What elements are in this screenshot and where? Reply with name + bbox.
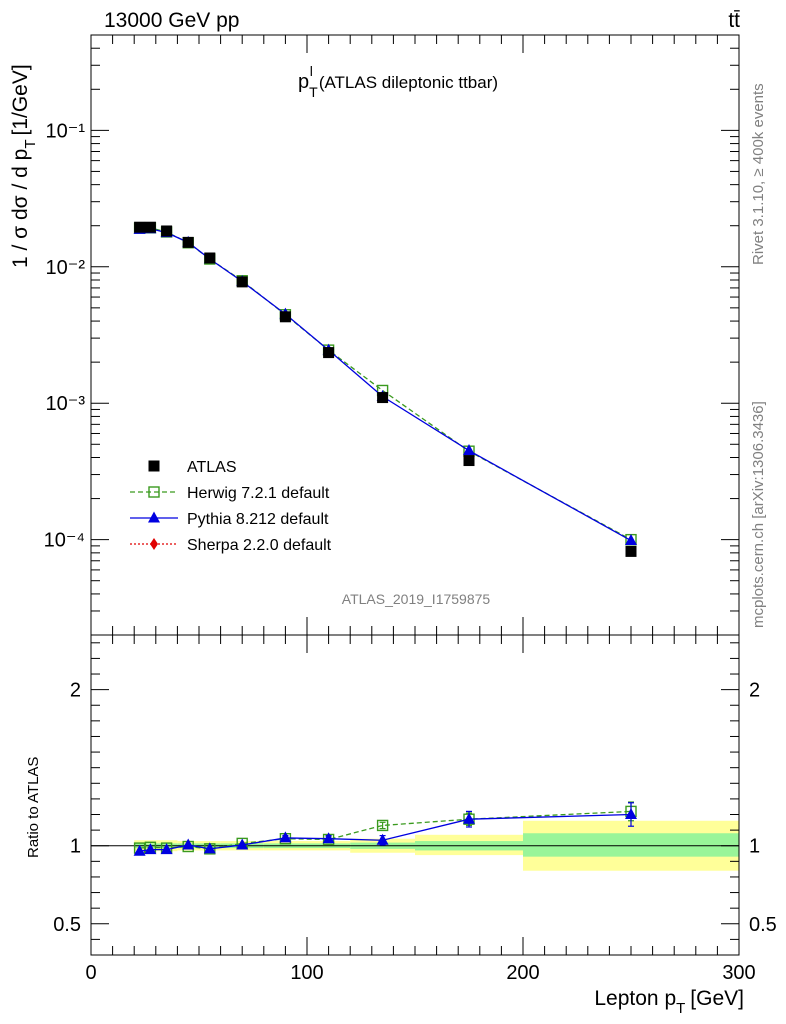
main-data-point-2 [625, 534, 637, 546]
ratio-uncertainty-bands [91, 820, 739, 871]
x-tick-label: 0 [85, 962, 96, 984]
legend-label: ATLAS [187, 459, 237, 476]
legend-label: Sherpa 2.2.0 default [187, 537, 332, 554]
ratio-data-point-1 [625, 808, 637, 820]
main-y-axis-label: 1 / σ dσ / d pT[1/GeV] [9, 64, 39, 268]
main-y-tick-label: 10⁻⁴ [44, 530, 85, 552]
main-data-point-0 [625, 545, 637, 557]
ratio-data-point-1 [182, 838, 195, 850]
main-data-point-0 [279, 311, 291, 323]
ratio-y-axis-label: Ratio to ATLAS [25, 757, 42, 858]
main-data-point-0 [323, 347, 335, 359]
ratio-data-point-0 [376, 819, 389, 832]
main-data-point-0 [377, 392, 389, 404]
legend-marker [148, 486, 160, 498]
ratio-axis-ticks: 0.5 0.5 1 1 2 2 0 100 200 300 [53, 635, 777, 984]
ratio-y-tick-label-right: 2 [749, 680, 760, 702]
legend-label: Herwig 7.2.1 default [187, 485, 330, 502]
plot-title: pTl(ATLAS dileptonic ttbar) [298, 63, 498, 100]
main-y-tick-label: 10⁻³ [46, 393, 86, 415]
ratio-data-point-1 [322, 832, 335, 844]
energy-label: 13000 GeV pp [104, 9, 239, 32]
ratio-y-tick-label-left: 0.5 [53, 914, 81, 936]
main-data-point-0 [236, 276, 248, 288]
x-axis-label: Lepton pT [GeV] [594, 987, 744, 1017]
analysis-id-label: ATLAS_2019_I1759875 [342, 591, 491, 607]
main-y-tick-label: 10⁻¹ [46, 120, 86, 142]
main-data-point-2 [463, 444, 475, 456]
ratio-data-point-1 [376, 833, 389, 845]
x-tick-label: 100 [290, 962, 323, 984]
x-tick-label: 300 [722, 962, 755, 984]
ratio-data-point-1 [133, 844, 146, 856]
ratio-data-point-1 [236, 838, 249, 850]
ratio-y-tick-label-left: 2 [70, 680, 81, 702]
ratio-y-tick-label-right: 1 [749, 836, 760, 858]
legend-marker [148, 460, 160, 472]
main-axis-ticks: 10⁻⁴ 10⁻³ 10⁻² 10⁻¹ [44, 34, 740, 636]
ratio-series-line-0 [139, 810, 632, 850]
main-data-point-0 [144, 221, 156, 233]
main-data-point-0 [161, 225, 173, 237]
main-data-point-0 [204, 252, 216, 264]
ratio-data-point-1 [463, 812, 475, 824]
main-series-line-1 [139, 227, 632, 541]
ratio-data-point-1 [160, 843, 173, 855]
main-data-point-0 [182, 236, 194, 248]
ratio-series-layer [133, 801, 637, 856]
ratio-data-point-1 [279, 831, 292, 843]
main-data-point-0 [463, 455, 475, 467]
main-data-point-0 [134, 221, 146, 233]
legend: ATLAS Herwig 7.2.1 default Pythia 8.212 de… [130, 459, 332, 554]
process-label: tt̄ [728, 9, 740, 32]
ratio-data-point-1 [144, 843, 157, 855]
ratio-y-tick-label-right: 0.5 [749, 914, 777, 936]
legend-marker [150, 538, 158, 550]
main-y-tick-label: 10⁻² [46, 257, 86, 279]
uncertainty-band-inner [523, 833, 739, 857]
ratio-plot-frame [90, 634, 740, 956]
main-series-layer [133, 221, 637, 557]
mcplots-label: mcplots.cern.ch [arXiv:1306.3436] [750, 401, 767, 628]
ratio-data-point-1 [203, 842, 216, 854]
legend-label: Pythia 8.212 default [187, 511, 329, 528]
rivet-version-label: Rivet 3.1.10, ≥ 400k events [750, 83, 767, 265]
x-tick-label: 200 [506, 962, 539, 984]
ratio-y-tick-label-left: 1 [70, 836, 81, 858]
legend-marker [148, 511, 160, 523]
